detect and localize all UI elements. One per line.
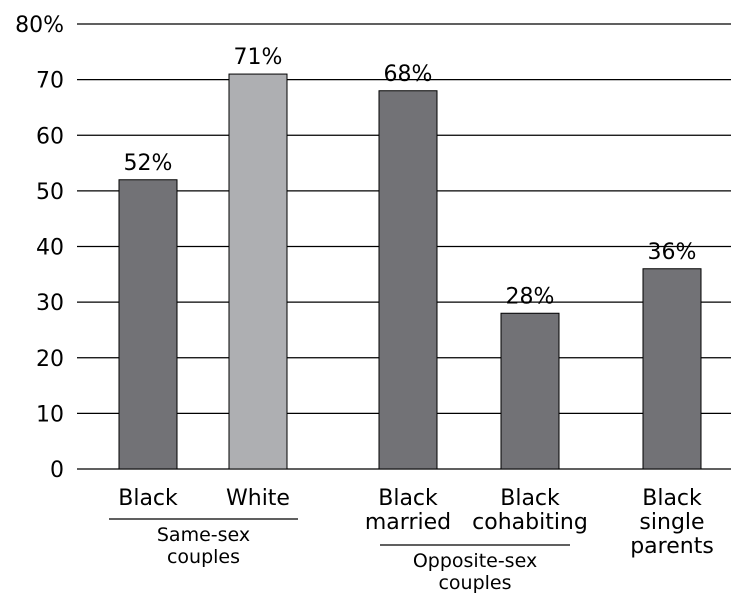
- y-tick-label: 10: [36, 402, 64, 427]
- data-label: 68%: [384, 62, 433, 87]
- bar: [118, 179, 178, 470]
- category-label: married: [365, 510, 451, 535]
- category-label: Black: [642, 486, 702, 511]
- category-label: cohabiting: [472, 510, 588, 535]
- group-label: Same-sex: [157, 524, 250, 546]
- category-label: Black: [118, 486, 178, 511]
- data-labels: 52% 71% 68% 28% 36%: [124, 45, 697, 309]
- group-label: couples: [438, 572, 511, 594]
- y-tick-label: 30: [36, 291, 64, 316]
- category-label: parents: [630, 534, 714, 559]
- category-label: White: [226, 486, 290, 511]
- y-tick-label: 50: [36, 180, 64, 205]
- y-tick-label: 70: [36, 69, 64, 94]
- bar: [378, 90, 438, 470]
- group-label: Opposite-sex: [413, 550, 537, 572]
- y-tick-label: 60: [36, 124, 64, 149]
- data-label: 71%: [234, 45, 283, 70]
- bar: [500, 312, 560, 470]
- bars: [118, 73, 702, 470]
- y-tick-label: 40: [36, 236, 64, 261]
- bar: [228, 73, 288, 470]
- bar: [642, 268, 702, 470]
- data-label: 52%: [124, 151, 173, 176]
- category-label: Black: [500, 486, 560, 511]
- y-axis-ticks: 0 10 20 30 40 50 60 70 80%: [15, 13, 64, 483]
- category-labels: Black White BlackmarriedBlackcohabitingBla…: [118, 486, 714, 559]
- data-label: 28%: [506, 284, 555, 309]
- group-label: couples: [167, 546, 240, 568]
- category-label: single: [639, 510, 704, 535]
- y-tick-label: 80%: [15, 13, 64, 38]
- data-label: 36%: [648, 240, 697, 265]
- category-label: Black: [378, 486, 438, 511]
- y-tick-label: 20: [36, 347, 64, 372]
- y-tick-label: 0: [50, 458, 64, 483]
